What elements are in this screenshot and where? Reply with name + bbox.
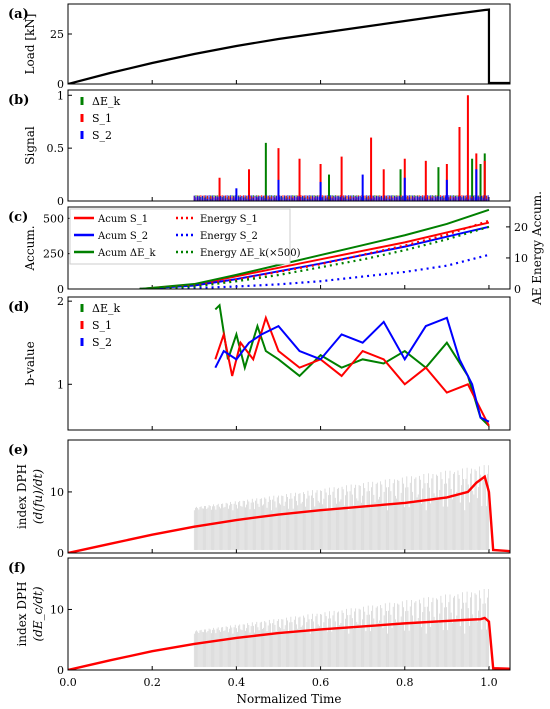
y-tick-label: 0: [57, 547, 64, 560]
panel-label: (f): [8, 561, 26, 576]
y-tick-label-right: 0: [514, 283, 521, 296]
plot-area: [68, 8, 510, 84]
axes-frame: [67, 206, 511, 290]
x-tick-label: 0.0: [59, 676, 77, 689]
x-tick-label: 0.8: [396, 676, 414, 689]
panel-1: (b) Signal 0 0.5 1 ΔE_k S_1 S_2: [8, 89, 511, 208]
series-line: [214, 314, 490, 427]
y-tick-label: 0: [57, 283, 64, 296]
y-tick-label: 250: [43, 248, 64, 261]
y-axis-label-right: AE Energy Accum.: [530, 191, 544, 306]
panel-label: (e): [8, 443, 29, 458]
legend-label: ΔE_k: [92, 95, 120, 108]
y-tick-label: 1: [57, 89, 64, 102]
legend-label: Acum S_1: [97, 214, 148, 225]
panel-3: (d) b-value 1 2 ΔE_k S_1 S_2: [8, 295, 511, 431]
panel-label: (d): [8, 300, 29, 315]
y-tick-label: 10: [50, 603, 64, 616]
plot-area: [68, 588, 510, 670]
series-line: [68, 474, 510, 553]
y-tick-label: 25: [50, 28, 64, 41]
panel-4: (e) index DPH (d(fu)/dt) 0 10: [8, 439, 511, 560]
axes-frame: [67, 3, 511, 85]
legend-box: [69, 208, 291, 265]
series-line: [139, 225, 490, 289]
y-axis-label-2: (dE_c/dt): [31, 586, 45, 641]
series-line: [214, 303, 490, 427]
series-line: [68, 616, 510, 670]
legend-label: S_2: [92, 129, 112, 142]
panel-label: (c): [8, 210, 28, 225]
y-tick-label-right: 10: [514, 252, 528, 265]
x-tick-label: 1.0: [480, 676, 498, 689]
legend-label: Energy S_1: [200, 214, 258, 225]
panel-0: (a)Load [kN] 0 25: [8, 3, 511, 91]
panel-5: (f) index DPH (dE_c/dt) 0 10 0.0 0.2 0.4 0.6 0.8 1…: [8, 557, 511, 706]
y-tick-label: 10: [50, 486, 64, 499]
legend-label: ΔE_k: [92, 302, 120, 315]
y-tick-label: 1: [57, 378, 64, 391]
y-tick-label: 0: [57, 664, 64, 677]
x-axis-label: Normalized Time: [237, 692, 342, 706]
y-tick-label: 0: [57, 78, 64, 91]
y-axis-label: Signal: [23, 126, 37, 165]
plot-area: [68, 465, 510, 553]
legend-label: S_2: [92, 336, 112, 349]
panel-label: (a): [8, 7, 29, 22]
series-line: [68, 8, 510, 84]
y-tick-label: 2: [57, 295, 64, 308]
legend-label: Acum S_2: [97, 231, 148, 242]
axes-frame: [67, 439, 511, 554]
plot-area: [214, 303, 490, 427]
legend-label: Acum ΔE_k: [97, 248, 156, 259]
legend-label: S_1: [92, 319, 112, 332]
y-axis-label: Accum.: [23, 225, 37, 271]
series-line: [214, 316, 490, 423]
y-axis-label-2: (d(fu)/dt): [31, 469, 45, 524]
plot-area: [193, 95, 489, 201]
axes-frame: [67, 557, 511, 671]
axes-frame: [67, 89, 511, 202]
series-line: [139, 208, 490, 289]
x-tick-label: 0.2: [143, 676, 161, 689]
y-axis-label: Load [kN]: [23, 14, 37, 75]
y-axis-label: index DPH: [15, 464, 29, 529]
x-tick-label: 0.6: [312, 676, 330, 689]
series-line: [139, 253, 490, 289]
panel-label: (b): [8, 93, 29, 108]
x-tick-label: 0.4: [228, 676, 246, 689]
y-axis-label: index DPH: [15, 581, 29, 646]
y-tick-label: 500: [43, 212, 64, 225]
legend-label: S_1: [92, 112, 112, 125]
y-tick-label: 0.5: [47, 142, 65, 155]
y-axis-label: b-value: [23, 341, 37, 385]
y-tick-label: 0: [57, 195, 64, 208]
plot-area: [139, 208, 490, 289]
legend-label: Energy S_2: [200, 231, 258, 242]
axes-frame: [67, 296, 511, 431]
legend-label: Energy ΔE_k(×500): [200, 248, 301, 259]
y-tick-label-right: 20: [514, 221, 528, 234]
